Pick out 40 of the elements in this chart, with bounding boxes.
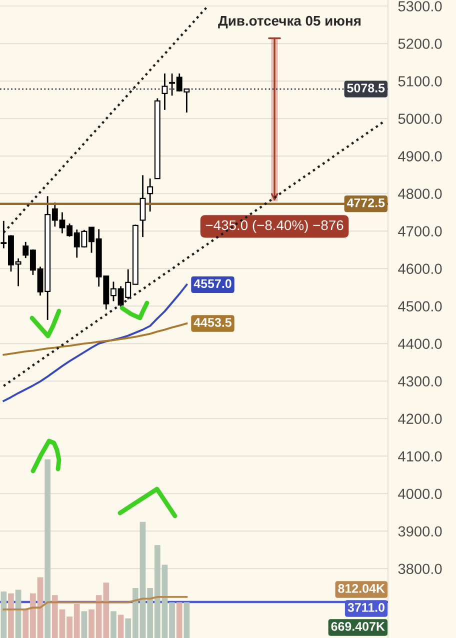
data-label: 4453.5	[194, 318, 232, 327]
line-series	[2, 322, 188, 356]
y-tick-label: 4800.0	[398, 188, 442, 199]
bar	[44, 459, 51, 638]
annotation: 669.407K	[331, 622, 385, 631]
y-tick-label: 4600.0	[398, 264, 442, 274]
y-tick-label: 5100.0	[398, 76, 442, 86]
ref-line-label: 4772.5	[346, 198, 385, 208]
y-tick-label: 3900.0	[398, 526, 442, 537]
bar	[81, 611, 88, 638]
bar	[118, 614, 124, 638]
candlestick	[162, 72, 168, 111]
y-tick-label: 5200.0	[398, 38, 442, 49]
line-series	[2, 284, 188, 402]
bar	[176, 602, 182, 638]
candlestick	[140, 174, 146, 238]
data-label: 4557.0	[194, 279, 232, 288]
bar	[0, 592, 7, 638]
bar	[15, 590, 22, 638]
bar	[184, 602, 190, 638]
y-tick-label: 4700.0	[398, 226, 442, 236]
y-tick-label: 4900.0	[398, 151, 442, 162]
y-tick-label: 4300.0	[398, 376, 442, 386]
y-tick-label: 4100.0	[398, 451, 442, 462]
data-label: −435.0 (−8.40%) −876	[206, 220, 344, 233]
bar	[110, 611, 116, 638]
ref-line-label: 3711.0	[348, 603, 384, 612]
y-tick-label: 5300.0	[398, 1, 442, 12]
ref-line-label: 5078.5	[347, 84, 385, 92]
y-tick-label: 4500.0	[398, 301, 442, 312]
line-series	[2, 120, 386, 388]
annotation: 812.04K	[338, 584, 385, 593]
y-tick-label: 4200.0	[398, 414, 442, 424]
candlestick	[147, 178, 154, 212]
y-tick-label: 5000.0	[398, 114, 442, 124]
y-tick-label: 4000.0	[398, 488, 442, 500]
annotation: Див.отсечка 05 июня	[218, 16, 361, 28]
bar	[8, 593, 14, 638]
y-tick-label: 4400.0	[398, 338, 442, 349]
y-tick-label: 3800.0	[398, 564, 442, 574]
